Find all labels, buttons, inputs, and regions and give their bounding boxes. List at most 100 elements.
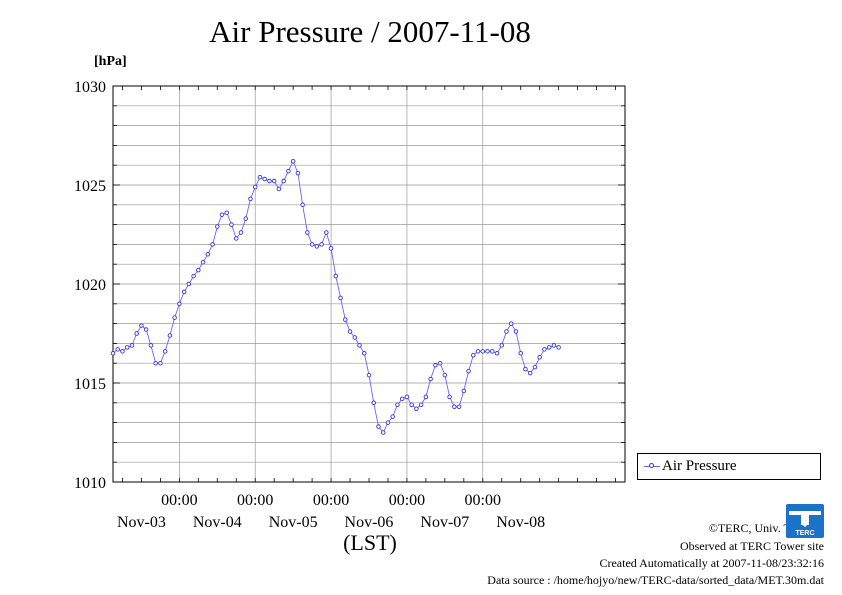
y-tick-label: 1015 xyxy=(74,376,106,393)
data-point xyxy=(191,273,196,279)
data-point xyxy=(532,364,538,370)
data-point xyxy=(494,351,500,356)
legend-label-air-pressure: Air Pressure xyxy=(662,458,737,474)
x-tick-label: 00:00 xyxy=(465,492,501,509)
data-point xyxy=(428,376,433,382)
credit-created: Created Automatically at 2007-11-08/23:3… xyxy=(599,556,824,570)
data-point xyxy=(343,317,348,322)
data-point xyxy=(238,230,244,235)
data-point xyxy=(546,345,552,350)
x-date-label: Nov-03 xyxy=(117,514,166,531)
data-point xyxy=(324,230,329,235)
data-point xyxy=(527,370,533,376)
data-point xyxy=(418,402,424,408)
data-point xyxy=(229,222,234,227)
data-point xyxy=(295,170,301,176)
data-point xyxy=(120,349,125,354)
data-point xyxy=(442,372,448,378)
data-point xyxy=(466,368,471,374)
data-point xyxy=(347,329,353,334)
data-point xyxy=(219,212,225,217)
data-point xyxy=(433,362,438,368)
data-point xyxy=(314,244,320,249)
data-point xyxy=(414,406,419,411)
data-point xyxy=(380,430,386,435)
x-tick-label: 00:00 xyxy=(237,492,273,509)
data-point xyxy=(234,236,239,241)
data-point xyxy=(456,404,462,410)
data-point xyxy=(423,394,429,400)
credit-source: Data source : /home/hojyo/new/TERC-data/… xyxy=(487,573,824,587)
data-point xyxy=(281,178,286,184)
data-point xyxy=(124,345,130,350)
y-tick-label: 1025 xyxy=(74,178,106,195)
data-point xyxy=(115,347,120,352)
data-point xyxy=(542,347,547,352)
data-point xyxy=(485,349,490,354)
data-point xyxy=(276,186,282,192)
data-point xyxy=(186,281,192,287)
data-point xyxy=(508,321,514,326)
data-point xyxy=(167,333,173,338)
data-point xyxy=(390,414,395,419)
data-point xyxy=(177,301,182,307)
data-point xyxy=(504,329,509,334)
x-axis-label: (LST) xyxy=(343,530,397,555)
legend-marker-swatch xyxy=(649,463,654,468)
data-point xyxy=(224,210,230,215)
x-tick-label: 00:00 xyxy=(313,492,349,509)
x-date-label: Nov-06 xyxy=(345,514,394,531)
data-point xyxy=(437,360,443,366)
x-date-label: Nov-08 xyxy=(496,514,545,531)
data-point xyxy=(461,388,467,394)
data-point xyxy=(352,335,358,340)
x-date-label: Nov-04 xyxy=(193,514,242,531)
data-point xyxy=(262,176,267,182)
data-point xyxy=(271,178,277,184)
data-point xyxy=(243,216,248,221)
x-tick-label: 00:00 xyxy=(161,492,197,509)
data-point xyxy=(338,295,343,301)
chart-title: Air Pressure / 2007-11-08 xyxy=(209,14,531,49)
terc-logo: TERC xyxy=(786,504,824,538)
data-point xyxy=(513,329,519,334)
data-point xyxy=(357,343,362,348)
credit-observed: Observed at TERC Tower site xyxy=(679,539,824,553)
data-point xyxy=(523,366,528,372)
data-point xyxy=(153,360,158,366)
data-point xyxy=(305,230,310,235)
data-point xyxy=(309,242,315,247)
data-point xyxy=(480,349,486,354)
data-point xyxy=(148,343,154,348)
data-point xyxy=(518,351,523,356)
data-point xyxy=(252,184,258,190)
data-point xyxy=(556,345,561,350)
y-tick-label: 1030 xyxy=(74,79,106,96)
data-point xyxy=(200,259,206,265)
data-point xyxy=(110,351,116,356)
data-point xyxy=(537,355,542,360)
data-point xyxy=(366,372,372,378)
data-point xyxy=(447,394,452,400)
data-point xyxy=(158,360,163,366)
data-point xyxy=(333,273,339,279)
data-point xyxy=(300,202,305,208)
x-date-label: Nov-05 xyxy=(269,514,318,531)
data-point xyxy=(362,351,367,356)
data-point xyxy=(475,349,481,354)
data-point xyxy=(129,343,135,348)
data-point xyxy=(409,402,414,408)
y-tick-label: 1010 xyxy=(74,475,106,492)
data-point xyxy=(395,402,400,408)
data-point xyxy=(499,343,504,348)
data-point xyxy=(404,394,410,400)
data-point xyxy=(196,267,201,273)
data-point xyxy=(181,289,187,295)
series-line-air-pressure xyxy=(112,160,559,434)
data-point xyxy=(257,174,263,180)
data-point xyxy=(210,242,215,247)
data-point xyxy=(172,315,177,320)
data-point xyxy=(143,327,149,332)
data-point xyxy=(551,343,557,348)
